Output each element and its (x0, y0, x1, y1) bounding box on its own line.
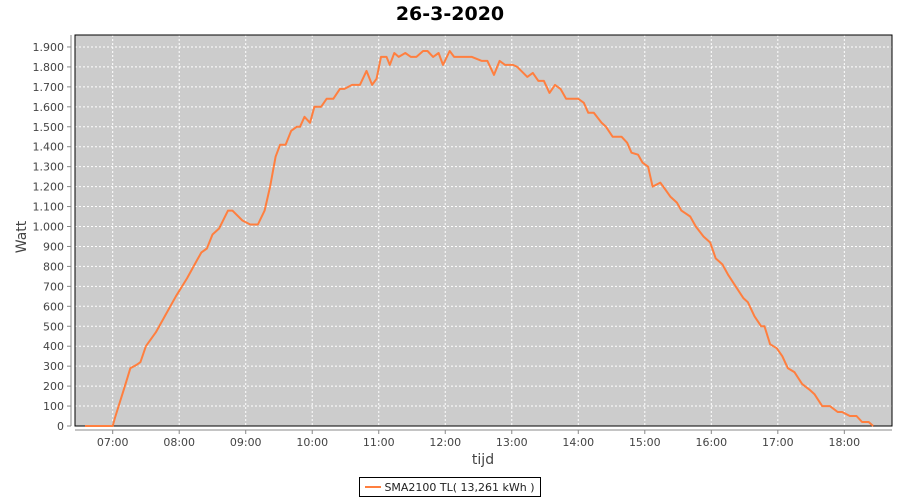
y-tick-label: 200 (43, 380, 64, 393)
x-tick-label: 10:00 (296, 436, 328, 449)
x-tick-label: 18:00 (828, 436, 860, 449)
x-tick-label: 16:00 (695, 436, 727, 449)
y-tick-label: 900 (43, 240, 64, 253)
y-tick-label: 1.500 (33, 121, 65, 134)
y-tick-label: 1.100 (33, 201, 65, 214)
x-tick-label: 14:00 (562, 436, 594, 449)
y-tick-label: 300 (43, 360, 64, 373)
y-tick-label: 700 (43, 280, 64, 293)
plot-border (74, 34, 893, 427)
y-tick-label: 600 (43, 300, 64, 313)
y-tick-label: 1.300 (33, 161, 65, 174)
y-tick-label: 1.600 (33, 101, 65, 114)
x-tick-label: 12:00 (429, 436, 461, 449)
y-tick-label: 1.700 (33, 81, 65, 94)
y-tick-label: 100 (43, 400, 64, 413)
x-tick-label: 09:00 (230, 436, 262, 449)
y-tick-label: 400 (43, 340, 64, 353)
legend-label: SMA2100 TL( 13,261 kWh ) (384, 480, 535, 494)
y-tick-label: 1.900 (33, 41, 65, 54)
y-tick-label: 1.400 (33, 141, 65, 154)
x-axis-label: tijd (471, 452, 495, 468)
x-tick-label: 15:00 (629, 436, 661, 449)
y-tick-label: 0 (57, 420, 64, 433)
y-tick-label: 1.800 (33, 61, 65, 74)
y-tick-label: 500 (43, 320, 64, 333)
x-tick-label: 17:00 (762, 436, 794, 449)
y-tick-label: 800 (43, 260, 64, 273)
plot-area (75, 35, 892, 426)
y-tick-label: 1.000 (33, 221, 65, 234)
legend: SMA2100 TL( 13,261 kWh ) (359, 477, 541, 497)
y-tick-label: 1.200 (33, 181, 65, 194)
chart-title: 26-3-2020 (395, 3, 505, 25)
x-tick-label: 08:00 (163, 436, 195, 449)
x-tick-label: 13:00 (496, 436, 528, 449)
x-tick-label: 11:00 (363, 436, 395, 449)
legend-swatch (365, 486, 382, 488)
x-tick-label: 07:00 (97, 436, 129, 449)
